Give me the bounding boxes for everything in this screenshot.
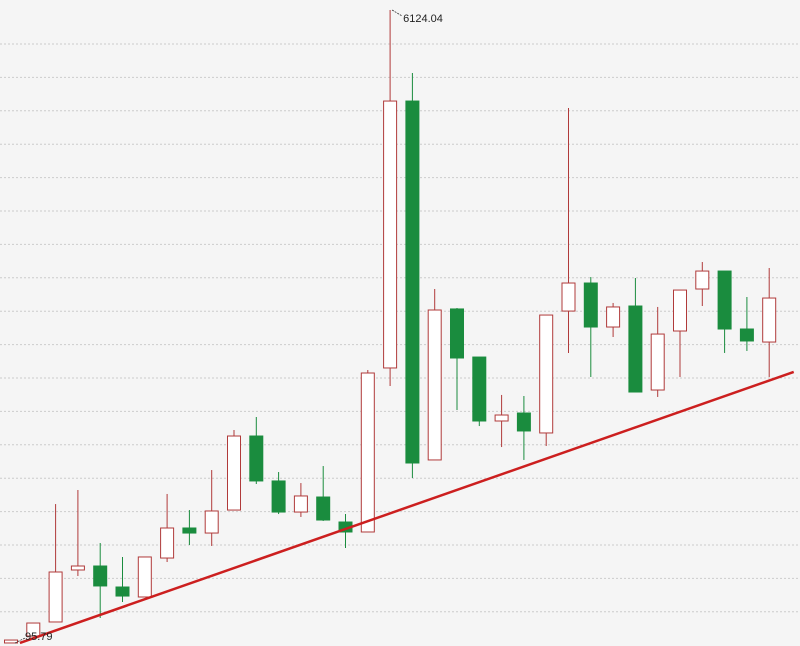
candle: [561, 107, 576, 353]
candle-body: [227, 435, 241, 511]
candle-body: [137, 556, 152, 598]
candle: [26, 622, 41, 637]
candle-body: [427, 309, 442, 461]
candle-body: [717, 270, 732, 330]
candle: [516, 396, 531, 460]
candle-body: [405, 100, 420, 464]
candle: [4, 639, 18, 644]
candle: [48, 504, 63, 623]
candle: [93, 543, 108, 618]
grid: [0, 43, 800, 613]
candle: [360, 369, 375, 533]
candle-body: [4, 639, 18, 644]
candle: [762, 268, 777, 377]
candle: [137, 556, 152, 598]
candle-body: [316, 496, 331, 521]
trendline-group: [19, 370, 795, 645]
candle-body: [271, 480, 286, 513]
candle-body: [494, 414, 509, 422]
candle-body: [739, 328, 754, 342]
candle-body: [583, 282, 598, 328]
candle: [249, 417, 264, 484]
candle: [316, 466, 331, 521]
candle: [650, 306, 665, 397]
candle-body: [762, 297, 777, 343]
candle-body: [26, 622, 41, 637]
candle: [739, 296, 754, 351]
candle-body: [383, 100, 398, 369]
candle-body: [48, 571, 63, 623]
trendline: [19, 370, 795, 645]
candle: [227, 430, 241, 511]
candle-body: [93, 565, 108, 587]
candle-body: [561, 282, 576, 312]
candle-body: [204, 510, 219, 534]
candle-body: [360, 372, 375, 533]
candle-body: [249, 435, 264, 482]
candle: [583, 277, 598, 377]
candle-body: [606, 306, 621, 328]
candle-body: [650, 333, 665, 391]
candle: [405, 73, 420, 479]
candle: [115, 556, 130, 603]
candle: [472, 356, 487, 427]
candle: [695, 262, 710, 307]
candle: [494, 394, 509, 448]
annotations: 6124.04 95.79: [14, 9, 443, 644]
candle-body: [160, 527, 175, 559]
candle: [182, 510, 197, 546]
candle-body: [293, 495, 308, 513]
candle-body: [516, 412, 531, 432]
candle-body: [539, 314, 554, 434]
candle: [293, 483, 308, 517]
candle-body: [695, 270, 710, 290]
candle: [606, 302, 621, 337]
min-price-label: 95.79: [25, 631, 53, 643]
max-price-label: 6124.04: [403, 13, 443, 25]
candle: [450, 308, 464, 410]
candle: [427, 289, 442, 461]
candle: [383, 10, 398, 387]
candle: [673, 289, 687, 377]
max-arrow: [391, 9, 403, 17]
min-arrow: [14, 637, 26, 644]
candle: [628, 277, 643, 393]
candle: [70, 489, 85, 576]
candles: [4, 10, 777, 644]
candle: [539, 314, 554, 446]
candle: [160, 493, 175, 563]
candle-body: [70, 565, 85, 571]
candle-body: [450, 308, 464, 359]
candle: [717, 270, 732, 353]
candle-body: [472, 356, 487, 422]
candle-body: [182, 527, 197, 534]
candle: [271, 472, 286, 515]
candle-body: [673, 289, 687, 332]
candle-body: [115, 586, 130, 597]
candle-body: [628, 305, 643, 393]
candle: [204, 470, 219, 546]
